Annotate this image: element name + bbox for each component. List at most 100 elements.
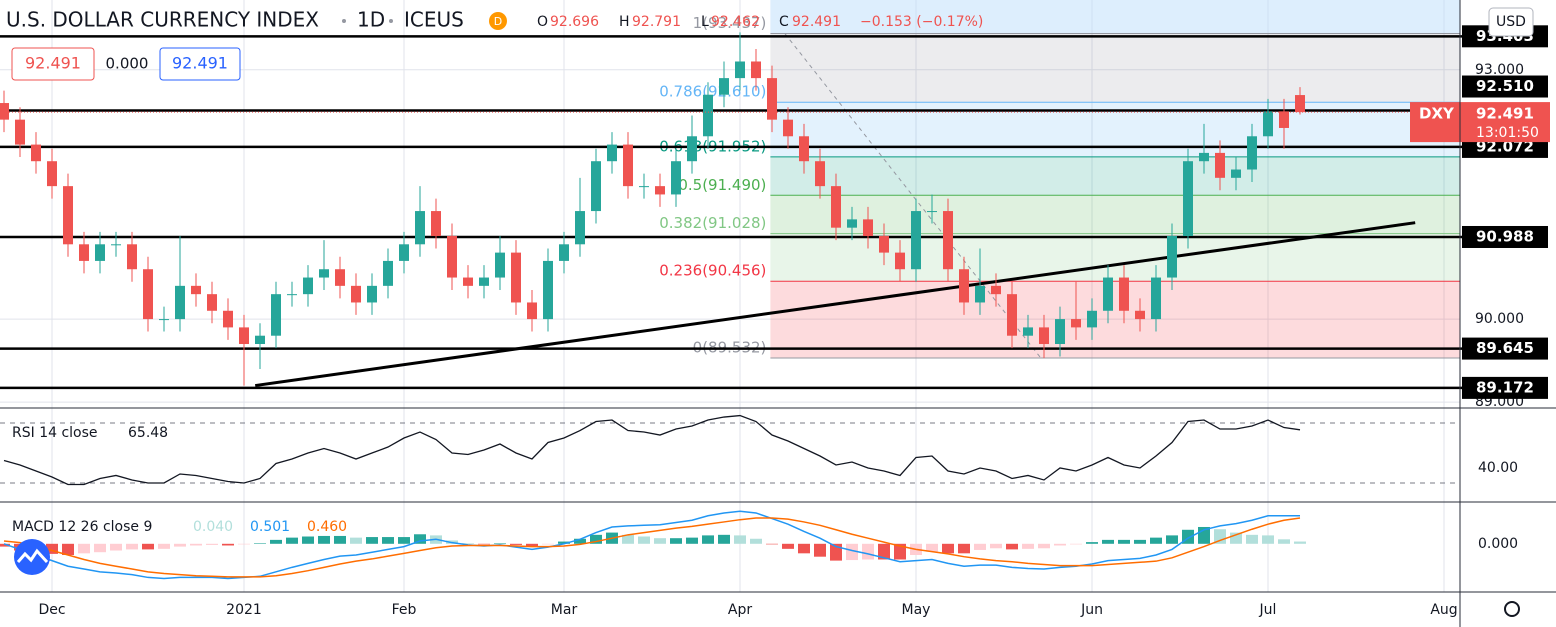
macd-hist-bar — [382, 537, 394, 544]
macd-hist-bar — [686, 537, 698, 544]
last-price-tag — [1410, 102, 1550, 143]
candle-body — [415, 211, 425, 245]
macd-hist-bar — [670, 538, 682, 544]
x-tick-label: Dec — [38, 602, 65, 618]
macd-hist-bar — [142, 543, 154, 550]
x-tick-label: May — [902, 602, 931, 618]
currency[interactable]: USD — [1496, 14, 1526, 30]
macd-hist-value: 0.040 — [193, 519, 233, 535]
buy-button[interactable] — [159, 47, 241, 81]
candle-body — [271, 294, 281, 336]
candle-body — [1295, 95, 1305, 113]
rsi-value: 65.48 — [128, 425, 168, 441]
candle-body — [623, 144, 633, 187]
candle-body — [975, 285, 985, 303]
candle-body — [495, 252, 505, 278]
candle-body — [175, 285, 185, 320]
fib-band — [770, 33, 1460, 103]
candle-body — [95, 244, 105, 261]
level-tag — [1462, 75, 1548, 98]
fib-band — [770, 156, 1460, 196]
rsi-line — [3, 414, 1301, 486]
candle-body — [319, 269, 329, 278]
candle-body — [1247, 136, 1257, 170]
level-tag — [1462, 337, 1548, 360]
candle-body — [543, 260, 553, 320]
macd-hist-bar — [1166, 535, 1178, 544]
candle-body — [575, 211, 585, 245]
candle-body — [1231, 169, 1241, 178]
candle-body — [639, 186, 649, 188]
macd-hist-bar — [222, 543, 234, 546]
macd-hist-bar — [1134, 539, 1146, 544]
x-tick-label: Jul — [1259, 602, 1277, 618]
macd-hist-bar — [654, 538, 666, 544]
macd-hist-bar — [206, 543, 218, 545]
macd-hist-bar — [878, 543, 890, 560]
macd-hist-bar — [590, 534, 602, 544]
macd-hist-bar — [78, 543, 90, 554]
level-label: 89.172 — [1476, 378, 1534, 396]
buy-price[interactable]: 92.491 — [172, 54, 228, 73]
candle-body — [1119, 277, 1129, 311]
symbol-title: U.S. DOLLAR CURRENCY INDEX — [6, 8, 319, 32]
macd-hist-bar — [958, 543, 970, 554]
candle-body — [111, 244, 121, 246]
spread: 0.000 — [106, 55, 149, 73]
x-tick-label: 2021 — [226, 602, 262, 618]
fib-band — [770, 195, 1460, 234]
candle-body — [655, 186, 665, 195]
candle-body — [31, 144, 41, 162]
candle-body — [831, 186, 841, 228]
candle-body — [1039, 327, 1049, 345]
x-tick-label: Aug — [1430, 602, 1457, 618]
settings-icon[interactable] — [1504, 601, 1520, 617]
macd-hist-bar — [350, 537, 362, 544]
candle-body — [303, 277, 313, 295]
candle-body — [351, 285, 361, 303]
macd-hist-bar — [990, 543, 1002, 549]
candle-body — [1167, 235, 1177, 278]
fib-band — [770, 0, 1460, 34]
candle-body — [799, 136, 809, 162]
ohlc-label: L — [701, 14, 709, 30]
candle-body — [1199, 152, 1209, 162]
candle-body — [335, 269, 345, 286]
level-label: 89.645 — [1476, 339, 1534, 357]
candle-body — [1279, 111, 1289, 128]
macd-hist-bar — [1038, 543, 1050, 549]
currency-button[interactable] — [1488, 7, 1534, 37]
macd-hist-bar — [1230, 532, 1242, 544]
separator-dot — [389, 19, 393, 23]
macd-hist-bar — [766, 543, 778, 545]
fib-label: 0.382(91.028) — [659, 214, 766, 232]
macd-hist-bar — [302, 536, 314, 544]
candle-body — [943, 211, 953, 270]
candle-body — [399, 244, 409, 261]
candle-body — [591, 161, 601, 212]
x-tick-label: Mar — [551, 602, 578, 618]
ohlc-label: C — [779, 14, 789, 30]
level-label: 92.510 — [1476, 77, 1534, 95]
macd-hist-bar — [62, 543, 74, 556]
candle-body — [559, 244, 569, 261]
macd-hist-bar — [1054, 543, 1066, 546]
macd-hist-bar — [846, 543, 858, 561]
macd-hist-bar — [862, 543, 874, 560]
macd-hist-bar — [1278, 539, 1290, 544]
macd-hist-bar — [894, 543, 906, 560]
sell-button[interactable] — [11, 47, 95, 81]
signal-line — [3, 517, 1301, 578]
badge — [489, 12, 507, 30]
badge-text: D — [494, 15, 502, 28]
macd-hist-bar — [414, 534, 426, 544]
candle-body — [159, 319, 169, 321]
sell-price[interactable]: 92.491 — [25, 54, 81, 73]
candle-body — [751, 61, 761, 79]
macd-value: 0.501 — [250, 519, 290, 535]
macd-hist-bar — [1006, 543, 1018, 550]
candle-body — [1103, 277, 1113, 311]
macd-hist-bar — [366, 537, 378, 544]
